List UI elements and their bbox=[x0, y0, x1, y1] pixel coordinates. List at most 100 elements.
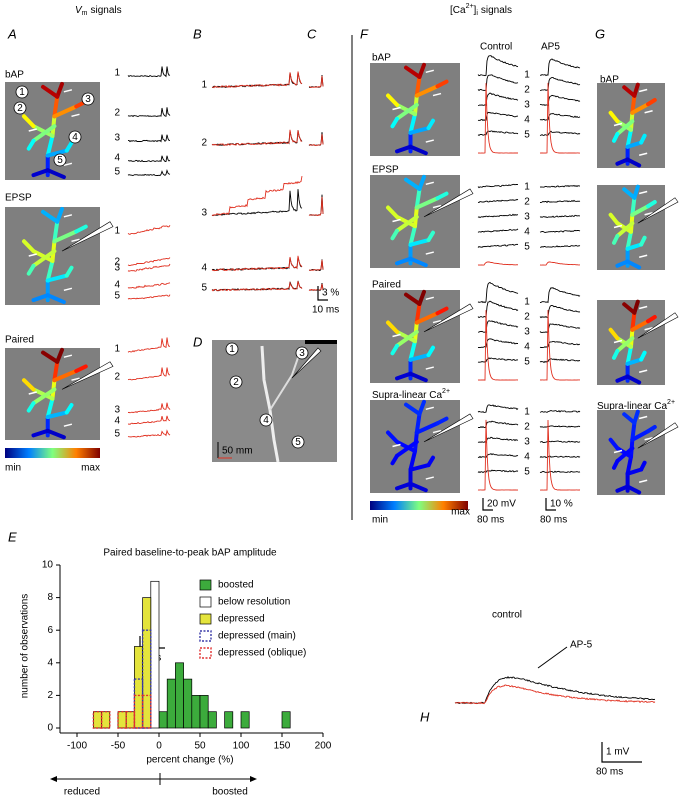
label: Control bbox=[480, 42, 512, 53]
label: 1 bbox=[524, 297, 530, 308]
trace bbox=[454, 684, 656, 705]
dendrite bbox=[625, 454, 633, 476]
dendrite bbox=[408, 339, 417, 362]
trace bbox=[211, 255, 303, 272]
dendrite bbox=[404, 177, 422, 191]
label: 3 bbox=[114, 133, 120, 144]
label: 5 bbox=[524, 242, 530, 253]
dendrite bbox=[612, 349, 620, 360]
label: 4 bbox=[47, 657, 53, 668]
label: min bbox=[372, 515, 388, 526]
label: boosted bbox=[218, 580, 254, 591]
site-marker bbox=[63, 423, 73, 427]
histogram-bar bbox=[100, 711, 111, 729]
trace bbox=[539, 470, 581, 473]
dendrite bbox=[622, 412, 637, 425]
label: 2 bbox=[524, 85, 530, 96]
histogram-bar bbox=[224, 711, 234, 729]
trace bbox=[127, 134, 170, 143]
label: 6 bbox=[47, 625, 53, 636]
dendrite bbox=[31, 249, 57, 268]
label: 3 bbox=[524, 437, 530, 448]
label: 3 bbox=[114, 405, 120, 416]
dendrite bbox=[386, 205, 399, 219]
site-circle bbox=[229, 375, 243, 389]
dendrite bbox=[404, 292, 422, 306]
trace bbox=[477, 55, 519, 77]
trace bbox=[539, 112, 581, 121]
dendrite bbox=[31, 249, 55, 263]
histogram-bar bbox=[150, 580, 160, 729]
dendrite bbox=[615, 119, 633, 132]
dendrite bbox=[615, 221, 635, 238]
site-marker bbox=[71, 113, 80, 118]
label: reduced bbox=[64, 787, 100, 797]
trace bbox=[477, 130, 519, 136]
histogram-bar bbox=[207, 711, 217, 729]
label: 0 bbox=[47, 723, 53, 734]
histogram-bar bbox=[133, 678, 144, 729]
histogram-bar bbox=[183, 678, 193, 729]
label: 3 bbox=[114, 263, 120, 274]
dendrite bbox=[408, 126, 431, 135]
dendrite bbox=[52, 359, 60, 383]
label: 3 bbox=[299, 348, 305, 359]
legend-swatch bbox=[199, 613, 212, 625]
histogram-bar bbox=[141, 629, 152, 729]
dendrite bbox=[45, 133, 55, 158]
label: 3 bbox=[524, 327, 530, 338]
dendrite bbox=[615, 119, 635, 136]
trace bbox=[127, 429, 171, 438]
label-main: Supra-linear Ca bbox=[372, 390, 442, 401]
site-marker bbox=[425, 296, 434, 301]
trace bbox=[539, 340, 580, 348]
label: 4 bbox=[114, 416, 120, 427]
arrow-head bbox=[250, 776, 257, 782]
label: 3 bbox=[85, 94, 91, 105]
site-marker bbox=[425, 251, 434, 255]
dendrite bbox=[417, 289, 426, 306]
dendrite bbox=[395, 214, 417, 229]
label: 5 bbox=[295, 437, 301, 448]
histogram-bar bbox=[101, 711, 111, 729]
label: Supra-linear Ca2+ bbox=[372, 388, 450, 401]
histogram-bar bbox=[92, 711, 103, 729]
dendrite bbox=[608, 212, 620, 226]
dendrite bbox=[622, 187, 637, 200]
site-marker bbox=[71, 238, 80, 243]
pipette bbox=[61, 361, 114, 390]
dendrite bbox=[646, 425, 657, 434]
site-circle bbox=[291, 435, 305, 449]
trace bbox=[539, 76, 581, 92]
label: 5 bbox=[524, 467, 530, 478]
label: EPSP bbox=[5, 193, 32, 204]
label: 8 bbox=[47, 592, 53, 603]
trace bbox=[127, 263, 171, 272]
scale-bar bbox=[601, 742, 642, 763]
trace bbox=[539, 261, 580, 266]
label: 2 bbox=[233, 377, 239, 388]
trace bbox=[477, 300, 519, 319]
trace bbox=[539, 287, 581, 304]
dendrite bbox=[41, 350, 60, 364]
trace bbox=[539, 425, 581, 428]
site-marker bbox=[425, 69, 434, 74]
dendrite bbox=[630, 204, 650, 217]
dendrite bbox=[404, 402, 422, 416]
image-bar bbox=[305, 340, 337, 344]
label: 150 bbox=[274, 741, 291, 752]
site-marker bbox=[432, 319, 442, 324]
site-marker bbox=[425, 476, 434, 480]
histogram-bar bbox=[117, 711, 127, 729]
label: 50 bbox=[194, 741, 206, 752]
label: 4 bbox=[524, 115, 530, 126]
dendrite bbox=[395, 371, 413, 381]
dendrite bbox=[414, 411, 422, 435]
site-circle bbox=[295, 346, 309, 360]
dendrite bbox=[426, 455, 435, 468]
histogram-bar bbox=[125, 711, 136, 729]
dendrite bbox=[45, 168, 66, 180]
panel-letter: D bbox=[193, 334, 202, 349]
site-marker bbox=[638, 88, 648, 93]
scale-bar bbox=[545, 498, 556, 511]
